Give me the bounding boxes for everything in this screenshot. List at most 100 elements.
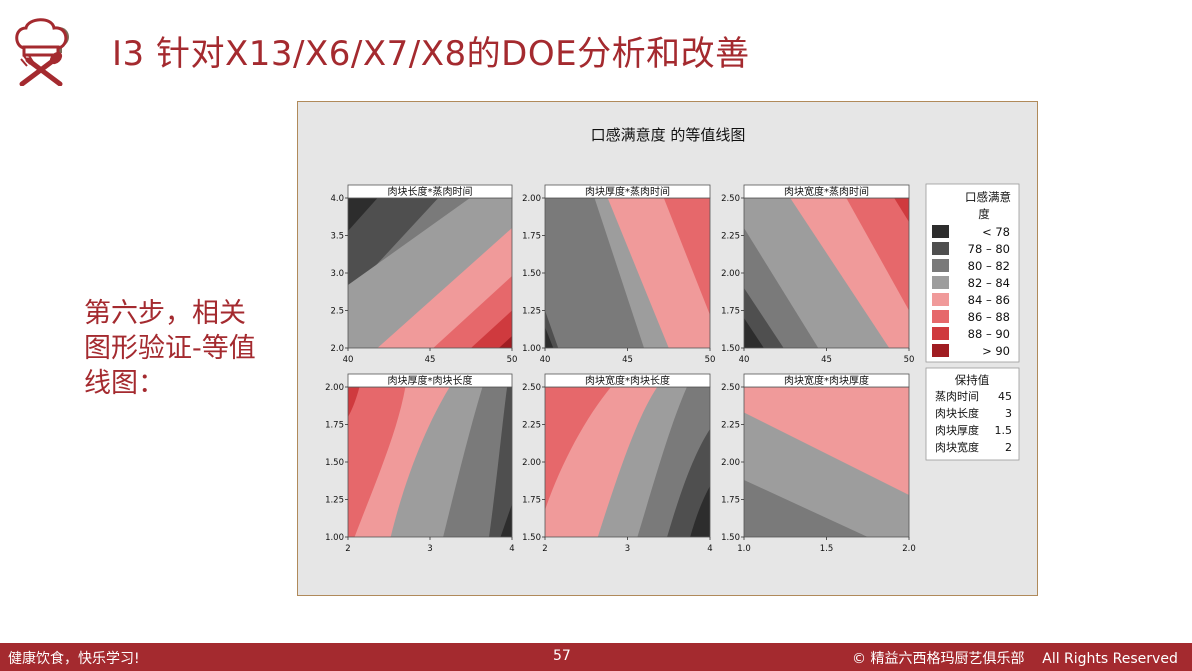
- contour-band: [744, 387, 909, 495]
- hold-value-number: 45: [998, 390, 1012, 403]
- y-tick-label: 1.50: [522, 269, 541, 279]
- contour-band: [545, 198, 644, 348]
- legend-swatch: [932, 293, 949, 306]
- panel-title-strip: [743, 373, 910, 388]
- x-tick-label: 1.5: [820, 544, 834, 554]
- contour-band: [348, 387, 406, 537]
- y-tick-label: 2.50: [721, 383, 740, 393]
- y-tick-label: 2.00: [721, 269, 740, 279]
- x-tick-label: 40: [540, 355, 551, 365]
- y-tick-label: 1.75: [721, 496, 740, 506]
- contour-band: [663, 198, 710, 315]
- legend-swatch: [932, 259, 949, 272]
- contour-band: [489, 387, 512, 537]
- x-tick-label: 2: [345, 544, 350, 554]
- legend-swatch: [932, 327, 949, 340]
- y-tick-label: 2.00: [522, 194, 541, 204]
- contour-band: [348, 387, 360, 417]
- y-tick-label: 1.25: [522, 307, 541, 317]
- x-tick-label: 1.0: [737, 544, 751, 554]
- x-tick-label: 3: [625, 544, 630, 554]
- y-tick-label: 3.5: [330, 232, 344, 242]
- panel-title: 肉块宽度*蒸肉时间: [784, 185, 869, 198]
- contour-bands: [744, 387, 909, 537]
- hold-value-name: 肉块长度: [935, 406, 979, 420]
- contour-panel: 肉块宽度*肉块长度 2.50 2.25 2.00 1.75 1.502 3 4: [522, 373, 713, 554]
- contour-panel: 肉块宽度*肉块厚度 2.50 2.25 2.00 1.75 1.501.0 1.5 2.0: [721, 373, 916, 554]
- legend-swatch: [932, 276, 949, 289]
- contour-band: [545, 327, 554, 348]
- y-tick-label: 2.25: [721, 421, 740, 431]
- panel-title: 肉块宽度*肉块厚度: [784, 374, 869, 387]
- y-tick-label: 1.75: [721, 307, 740, 317]
- contour-band: [500, 504, 512, 537]
- legend-swatch: [932, 242, 949, 255]
- y-tick-label: 2.25: [721, 232, 740, 242]
- contour-band: [471, 310, 512, 348]
- chart-title: 口感满意度 的等值线图: [591, 126, 746, 144]
- legend-label: 88 – 90: [968, 327, 1010, 341]
- y-tick-label: 2.5: [330, 307, 344, 317]
- x-tick-label: 40: [739, 355, 750, 365]
- x-tick-label: 45: [821, 355, 832, 365]
- y-tick-label: 1.50: [325, 458, 344, 468]
- contour-bands: [348, 198, 512, 348]
- y-tick-label: 2.00: [325, 383, 344, 393]
- panel-title: 肉块厚度*蒸肉时间: [585, 185, 670, 198]
- panel-title: 肉块宽度*肉块长度: [585, 374, 670, 387]
- panel-title: 肉块厚度*肉块长度: [388, 374, 473, 387]
- step-description: 第六步，相关图形验证-等值线图：: [84, 298, 256, 399]
- x-tick-label: 50: [507, 355, 518, 365]
- contour-band: [846, 198, 909, 311]
- x-tick-label: 2: [542, 544, 547, 554]
- legend-label: 78 – 80: [968, 242, 1010, 256]
- x-tick-label: 50: [705, 355, 716, 365]
- contour-panel: 肉块长度*蒸肉时间 4.0 3.5 3.0 2.5 2.040 45 50: [330, 184, 518, 365]
- hold-value-name: 肉块厚度: [935, 423, 979, 437]
- y-tick-label: 1.50: [522, 533, 541, 543]
- panel-title-strip: [544, 373, 711, 388]
- contour-band: [744, 480, 868, 537]
- y-tick-label: 2.25: [522, 421, 541, 431]
- contour-band: [545, 387, 611, 510]
- panel-title-strip: [743, 184, 910, 199]
- legend-label: 84 – 86: [968, 293, 1010, 307]
- panel-title: 肉块长度*蒸肉时间: [388, 185, 473, 198]
- contour-bands: [744, 198, 909, 348]
- contour-band: [498, 336, 512, 348]
- contour-bands: [545, 198, 710, 348]
- legend-swatch: [932, 225, 949, 238]
- panel-title-strip: [347, 184, 513, 199]
- y-tick-label: 2.0: [330, 344, 344, 354]
- y-tick-label: 1.50: [721, 533, 740, 543]
- x-tick-label: 3: [427, 544, 432, 554]
- legend-title: 口感满意: [965, 190, 1011, 204]
- x-tick-label: 4: [707, 544, 712, 554]
- y-tick-label: 1.75: [522, 232, 541, 242]
- panel-title-strip: [544, 184, 711, 199]
- x-tick-label: 2.0: [902, 544, 916, 554]
- legend: 口感满意度 < 78 78 – 80 80 – 82 82 – 84 84 – 86 86 …: [925, 183, 1020, 363]
- x-tick-label: 40: [343, 355, 354, 365]
- legend-swatch: [932, 344, 949, 357]
- legend-swatch: [932, 310, 949, 323]
- contour-band: [690, 486, 710, 537]
- hold-value-name: 肉块宽度: [935, 440, 979, 454]
- footer-bar: 健康饮食，快乐学习! 57 © 精益六西格玛厨艺俱乐部 All Rights R…: [0, 643, 1192, 671]
- x-tick-label: 45: [622, 355, 633, 365]
- y-tick-label: 1.75: [325, 421, 344, 431]
- hold-value-name: 蒸肉时间: [935, 390, 979, 403]
- y-tick-label: 3.0: [330, 269, 344, 279]
- y-tick-label: 2.00: [721, 458, 740, 468]
- legend-label: 82 – 84: [968, 276, 1010, 290]
- y-tick-label: 1.75: [522, 496, 541, 506]
- y-tick-label: 4.0: [330, 194, 344, 204]
- panel-title-strip: [347, 373, 513, 388]
- chef-logo-icon: [12, 14, 74, 87]
- hold-value-number: 3: [1005, 407, 1012, 420]
- y-tick-label: 1.25: [325, 496, 344, 506]
- x-tick-label: 45: [425, 355, 436, 365]
- contour-band: [377, 228, 512, 348]
